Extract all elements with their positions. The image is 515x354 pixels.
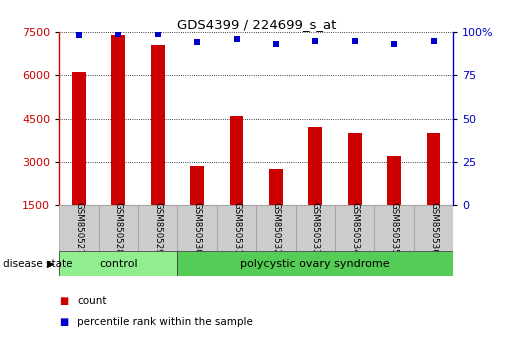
Point: [193, 39, 201, 45]
Text: ■: ■: [59, 317, 68, 327]
Bar: [217, 205, 256, 251]
Point: [351, 38, 359, 44]
Bar: [72, 72, 86, 205]
Bar: [230, 116, 244, 205]
Text: control: control: [99, 259, 138, 269]
Text: GSM850530: GSM850530: [193, 202, 201, 255]
Bar: [387, 156, 401, 205]
Text: GSM850532: GSM850532: [271, 202, 280, 255]
Text: count: count: [77, 296, 107, 306]
Bar: [151, 45, 165, 205]
Bar: [59, 205, 99, 251]
Bar: [190, 166, 204, 205]
Text: GSM850531: GSM850531: [232, 202, 241, 255]
Point: [114, 31, 123, 36]
Text: disease state: disease state: [3, 259, 72, 269]
Bar: [177, 251, 453, 276]
Bar: [374, 205, 414, 251]
Title: GDS4399 / 224699_s_at: GDS4399 / 224699_s_at: [177, 18, 336, 31]
Point: [390, 41, 398, 47]
Bar: [296, 205, 335, 251]
Bar: [111, 35, 125, 205]
Text: ▶: ▶: [47, 259, 55, 269]
Bar: [59, 251, 177, 276]
Bar: [177, 205, 217, 251]
Text: GSM850528: GSM850528: [114, 202, 123, 255]
Text: GSM850527: GSM850527: [75, 202, 83, 255]
Point: [75, 33, 83, 38]
Bar: [414, 205, 453, 251]
Point: [311, 38, 319, 44]
Bar: [256, 205, 296, 251]
Bar: [99, 205, 138, 251]
Bar: [138, 205, 177, 251]
Text: GSM850534: GSM850534: [350, 202, 359, 255]
Text: GSM850535: GSM850535: [390, 202, 399, 255]
Bar: [269, 169, 283, 205]
Point: [430, 38, 438, 44]
Bar: [335, 205, 374, 251]
Text: GSM850529: GSM850529: [153, 202, 162, 255]
Text: percentile rank within the sample: percentile rank within the sample: [77, 317, 253, 327]
Text: GSM850533: GSM850533: [311, 202, 320, 255]
Point: [153, 31, 162, 36]
Point: [232, 36, 241, 42]
Bar: [308, 127, 322, 205]
Text: polycystic ovary syndrome: polycystic ovary syndrome: [241, 259, 390, 269]
Bar: [426, 133, 440, 205]
Bar: [348, 133, 362, 205]
Text: GSM850536: GSM850536: [429, 202, 438, 255]
Point: [272, 41, 280, 47]
Text: ■: ■: [59, 296, 68, 306]
